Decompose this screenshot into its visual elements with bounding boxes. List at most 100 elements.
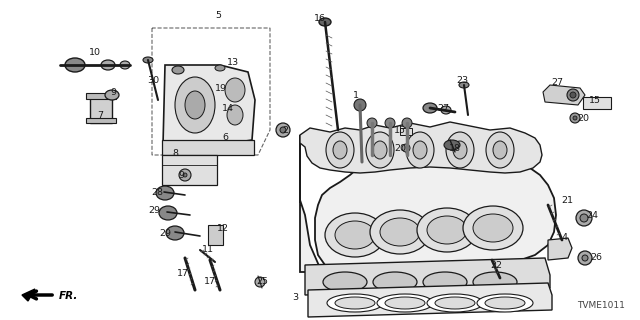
Ellipse shape (159, 206, 177, 220)
Bar (86, 93, 116, 99)
Circle shape (578, 251, 592, 265)
Text: 23: 23 (456, 76, 468, 84)
Circle shape (354, 99, 366, 111)
Circle shape (402, 144, 410, 152)
Ellipse shape (377, 294, 433, 312)
Text: 21: 21 (561, 196, 573, 204)
Ellipse shape (227, 105, 243, 125)
Circle shape (580, 214, 588, 222)
Ellipse shape (435, 297, 475, 309)
Polygon shape (543, 85, 585, 105)
Ellipse shape (326, 132, 354, 168)
Bar (162, 140, 254, 155)
Text: 12: 12 (217, 223, 229, 233)
Ellipse shape (105, 90, 119, 100)
Ellipse shape (441, 106, 451, 114)
Text: 10: 10 (89, 47, 101, 57)
Ellipse shape (459, 82, 469, 88)
Text: 4: 4 (562, 233, 568, 242)
Polygon shape (300, 122, 542, 173)
Polygon shape (548, 238, 572, 260)
Ellipse shape (101, 60, 115, 70)
Ellipse shape (413, 141, 427, 159)
Text: 9: 9 (178, 171, 184, 180)
Text: 29: 29 (148, 205, 160, 214)
Circle shape (582, 255, 588, 261)
Ellipse shape (327, 294, 383, 312)
Bar (208, 225, 223, 245)
Ellipse shape (335, 297, 375, 309)
Circle shape (367, 118, 377, 128)
Ellipse shape (366, 132, 394, 168)
Ellipse shape (319, 18, 331, 26)
Ellipse shape (477, 294, 533, 312)
Text: 9: 9 (110, 87, 116, 97)
Ellipse shape (175, 77, 215, 133)
Ellipse shape (423, 103, 437, 113)
Ellipse shape (143, 57, 153, 63)
Ellipse shape (215, 65, 225, 71)
Ellipse shape (370, 210, 430, 254)
Text: 15: 15 (394, 125, 406, 134)
Polygon shape (308, 283, 552, 317)
Ellipse shape (493, 141, 507, 159)
Ellipse shape (486, 132, 514, 168)
Text: 27: 27 (437, 103, 449, 113)
Circle shape (570, 113, 580, 123)
Text: 15: 15 (589, 95, 601, 105)
Text: 18: 18 (449, 143, 461, 153)
Ellipse shape (373, 141, 387, 159)
Ellipse shape (427, 216, 467, 244)
Text: 28: 28 (151, 188, 163, 196)
Ellipse shape (417, 208, 477, 252)
Ellipse shape (120, 61, 130, 69)
Text: FR.: FR. (59, 291, 78, 301)
Text: 25: 25 (256, 277, 268, 286)
Circle shape (179, 169, 191, 181)
Ellipse shape (65, 58, 85, 72)
Text: 24: 24 (586, 211, 598, 220)
Ellipse shape (463, 206, 523, 250)
Text: 29: 29 (159, 228, 171, 237)
Ellipse shape (166, 226, 184, 240)
Text: 27: 27 (551, 77, 563, 86)
Text: 17: 17 (204, 277, 216, 286)
Text: 13: 13 (227, 58, 239, 67)
Ellipse shape (427, 294, 483, 312)
Text: 6: 6 (222, 132, 228, 141)
Ellipse shape (485, 297, 525, 309)
Ellipse shape (453, 141, 467, 159)
Circle shape (402, 118, 412, 128)
Ellipse shape (335, 221, 375, 249)
Polygon shape (300, 135, 556, 280)
Ellipse shape (385, 297, 425, 309)
Ellipse shape (406, 132, 434, 168)
Ellipse shape (156, 186, 174, 200)
Bar (162, 155, 217, 185)
Text: 3: 3 (292, 293, 298, 302)
Ellipse shape (423, 272, 467, 292)
Text: 16: 16 (314, 13, 326, 22)
Circle shape (576, 210, 592, 226)
Ellipse shape (473, 214, 513, 242)
Ellipse shape (323, 272, 367, 292)
Ellipse shape (444, 140, 460, 150)
Text: 30: 30 (147, 76, 159, 84)
Text: 7: 7 (97, 110, 103, 119)
Text: 20: 20 (394, 143, 406, 153)
Text: TVME1011: TVME1011 (577, 301, 625, 310)
Circle shape (276, 123, 290, 137)
Ellipse shape (325, 213, 385, 257)
Ellipse shape (373, 272, 417, 292)
Text: 8: 8 (172, 148, 178, 157)
Circle shape (567, 89, 579, 101)
Circle shape (385, 118, 395, 128)
Ellipse shape (446, 132, 474, 168)
Circle shape (280, 127, 286, 133)
Ellipse shape (225, 78, 245, 102)
Circle shape (573, 116, 577, 120)
Text: 5: 5 (215, 11, 221, 20)
Polygon shape (305, 258, 550, 295)
Ellipse shape (473, 272, 517, 292)
Text: 22: 22 (490, 260, 502, 269)
